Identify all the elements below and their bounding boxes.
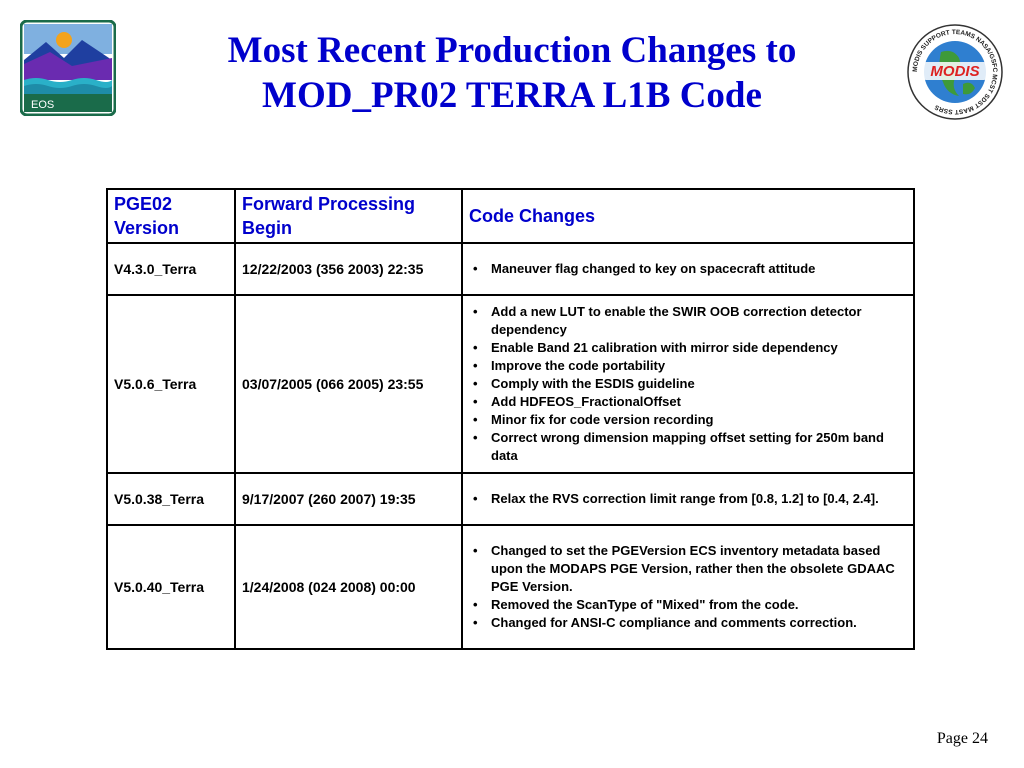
- title-line-2: MOD_PR02 TERRA L1B Code: [262, 75, 762, 116]
- change-item: Maneuver flag changed to key on spacecra…: [473, 260, 907, 278]
- changes-cell: Relax the RVS correction limit range fro…: [461, 472, 915, 526]
- header-forward-processing-begin: Forward Processing Begin: [234, 188, 463, 244]
- begin-cell: 1/24/2008 (024 2008) 00:00: [234, 524, 463, 650]
- change-item: Changed for ANSI-C compliance and commen…: [473, 614, 907, 632]
- title-line-1: Most Recent Production Changes to: [227, 30, 797, 71]
- change-item: Removed the ScanType of "Mixed" from the…: [473, 596, 907, 614]
- header-pge-version: PGE02 Version: [106, 188, 236, 244]
- modis-logo-icon: MODIS SUPPORT TEAMS NASA/GSFC MCST SDST …: [907, 24, 1003, 120]
- change-item: Enable Band 21 calibration with mirror s…: [473, 339, 907, 357]
- table-row: V5.0.6_Terra 03/07/2005 (066 2005) 23:55…: [106, 294, 915, 474]
- change-item: Relax the RVS correction limit range fro…: [473, 490, 907, 508]
- changes-cell: Add a new LUT to enable the SWIR OOB cor…: [461, 294, 915, 474]
- changes-cell: Maneuver flag changed to key on spacecra…: [461, 242, 915, 296]
- version-cell: V5.0.38_Terra: [106, 472, 236, 526]
- table-header-row: PGE02 Version Forward Processing Begin C…: [106, 188, 915, 244]
- begin-cell: 9/17/2007 (260 2007) 19:35: [234, 472, 463, 526]
- change-item: Comply with the ESDIS guideline: [473, 375, 907, 393]
- change-item: Add HDFEOS_FractionalOffset: [473, 393, 907, 411]
- version-cell: V5.0.6_Terra: [106, 294, 236, 474]
- eos-logo-label: EOS: [31, 99, 54, 111]
- begin-cell: 03/07/2005 (066 2005) 23:55: [234, 294, 463, 474]
- table-row: V5.0.40_Terra 1/24/2008 (024 2008) 00:00…: [106, 524, 915, 650]
- header-code-changes: Code Changes: [461, 188, 915, 244]
- code-changes-table: PGE02 Version Forward Processing Begin C…: [106, 188, 915, 650]
- version-cell: V4.3.0_Terra: [106, 242, 236, 296]
- changes-cell: Changed to set the PGEVersion ECS invent…: [461, 524, 915, 650]
- page-title: Most Recent Production Changes to MOD_PR…: [150, 28, 874, 118]
- change-item: Improve the code portability: [473, 357, 907, 375]
- change-item: Add a new LUT to enable the SWIR OOB cor…: [473, 303, 907, 339]
- change-item: Minor fix for code version recording: [473, 411, 907, 429]
- change-item: Changed to set the PGEVersion ECS invent…: [473, 542, 907, 596]
- page-number: Page 24: [936, 730, 988, 747]
- eos-logo-icon: EOS: [20, 20, 116, 116]
- table-row: V4.3.0_Terra 12/22/2003 (356 2003) 22:35…: [106, 242, 915, 296]
- version-cell: V5.0.40_Terra: [106, 524, 236, 650]
- table-row: V5.0.38_Terra 9/17/2007 (260 2007) 19:35…: [106, 472, 915, 526]
- modis-logo-text: MODIS: [930, 63, 979, 80]
- change-item: Correct wrong dimension mapping offset s…: [473, 429, 907, 465]
- begin-cell: 12/22/2003 (356 2003) 22:35: [234, 242, 463, 296]
